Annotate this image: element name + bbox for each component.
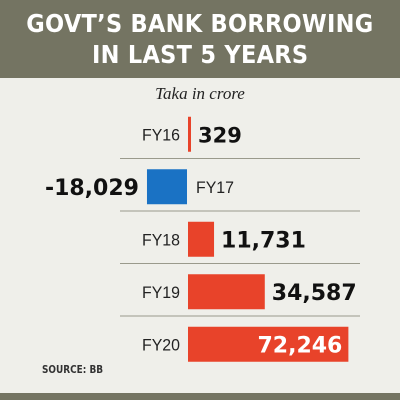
value-label-fy17: -18,029 bbox=[45, 176, 139, 201]
bar-fy19 bbox=[188, 274, 265, 310]
category-label-fy19: FY19 bbox=[142, 283, 180, 302]
footer-bar bbox=[0, 393, 400, 400]
bar-fy17 bbox=[146, 169, 187, 205]
chart-title-line-1: GOVT’S BANK BORROWING bbox=[26, 9, 374, 38]
bar-fy16 bbox=[188, 116, 191, 152]
value-label-fy19: 34,587 bbox=[272, 281, 357, 306]
category-label-fy17: FY17 bbox=[196, 178, 234, 197]
bar-fy18 bbox=[188, 221, 215, 257]
category-label-fy18: FY18 bbox=[142, 230, 180, 249]
unit-label: Taka in crore bbox=[155, 84, 245, 103]
value-label-fy20: 72,246 bbox=[257, 333, 342, 358]
source-note: SOURCE: BB bbox=[42, 364, 104, 376]
value-label-fy16: 329 bbox=[198, 123, 242, 147]
category-label-fy20: FY20 bbox=[142, 335, 180, 354]
chart-title-line-2: IN LAST 5 YEARS bbox=[91, 40, 309, 69]
chart-header: GOVT’S BANK BORROWING IN LAST 5 YEARS bbox=[0, 0, 400, 78]
bar-fy20 bbox=[188, 326, 349, 362]
category-label-fy16: FY16 bbox=[142, 125, 180, 144]
value-label-fy18: 11,731 bbox=[221, 228, 306, 253]
